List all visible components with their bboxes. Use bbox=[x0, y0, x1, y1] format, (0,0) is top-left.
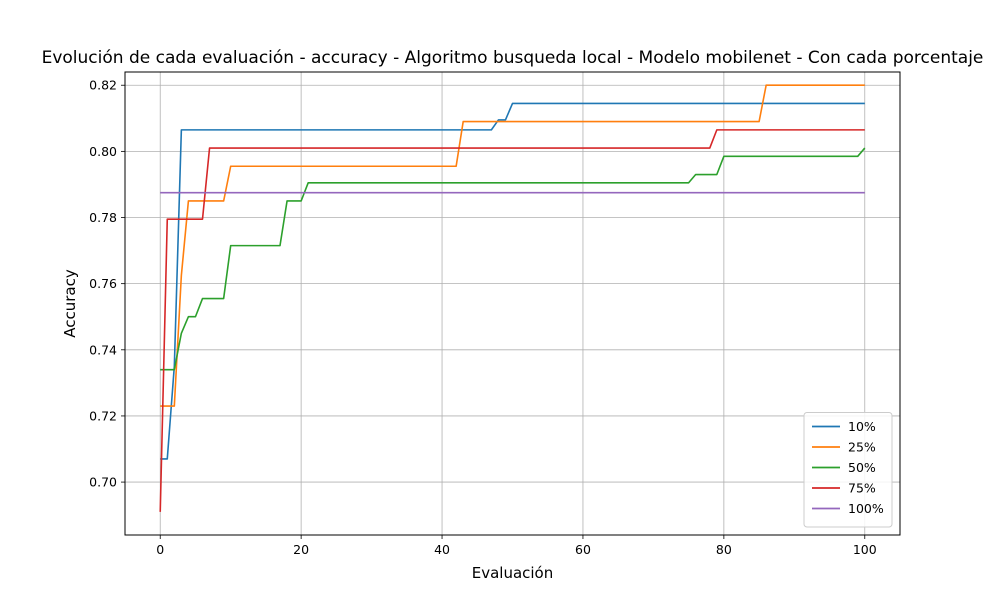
y-axis: 0.70 0.72 0.74 0.76 0.78 0.80 0.82 bbox=[89, 78, 125, 490]
legend-entry: 75% bbox=[848, 481, 876, 496]
y-tick-label: 0.72 bbox=[89, 408, 117, 423]
legend-entry: 50% bbox=[848, 460, 876, 475]
y-tick-label: 0.74 bbox=[89, 342, 117, 357]
y-axis-label: Accuracy bbox=[61, 269, 79, 338]
y-tick-label: 0.78 bbox=[89, 210, 117, 225]
x-tick-label: 80 bbox=[716, 542, 732, 557]
legend-entry: 25% bbox=[848, 440, 876, 455]
series-line-0 bbox=[160, 102, 865, 460]
legend-entry: 100% bbox=[848, 501, 884, 516]
y-tick-label: 0.82 bbox=[89, 78, 117, 93]
legend-entry: 10% bbox=[848, 419, 876, 434]
plot-area-frame bbox=[124, 71, 901, 536]
x-tick-label: 0 bbox=[156, 542, 164, 557]
x-axis: 0 20 40 60 80 100 bbox=[156, 535, 877, 557]
chart-title: Evolución de cada evaluación - accuracy … bbox=[42, 48, 984, 68]
series-line-1 bbox=[160, 84, 865, 407]
x-tick-label: 40 bbox=[434, 542, 450, 557]
y-tick-label: 0.76 bbox=[89, 276, 117, 291]
y-tick-label: 0.70 bbox=[89, 475, 117, 490]
legend-frame bbox=[803, 412, 893, 528]
x-tick-label: 60 bbox=[575, 542, 591, 557]
x-tick-label: 100 bbox=[853, 542, 877, 557]
y-tick-label: 0.80 bbox=[89, 144, 117, 159]
x-axis-label: Evaluación bbox=[472, 564, 554, 582]
series-line-2 bbox=[160, 147, 866, 371]
series-layer bbox=[159, 84, 866, 512]
x-tick-label: 20 bbox=[293, 542, 309, 557]
series-line-3 bbox=[159, 129, 865, 512]
legend: 10% 25% 50% 75% 100% bbox=[803, 412, 893, 528]
grid bbox=[125, 72, 900, 535]
